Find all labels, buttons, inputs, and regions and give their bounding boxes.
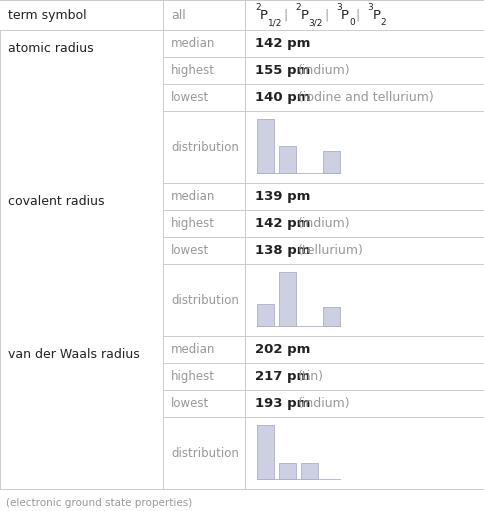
Bar [257,305,274,326]
Text: highest: highest [171,64,215,77]
Text: term symbol: term symbol [8,9,87,21]
Bar [257,425,274,479]
Text: 1/2: 1/2 [268,18,282,27]
Text: 139 pm: 139 pm [255,190,310,203]
Text: van der Waals radius: van der Waals radius [8,348,140,361]
Text: distribution: distribution [171,293,239,307]
Text: 193 pm: 193 pm [255,397,310,410]
Text: (indium): (indium) [298,64,350,77]
Text: (tellurium): (tellurium) [298,244,363,257]
Text: (tin): (tin) [298,370,324,383]
Text: distribution: distribution [171,447,239,459]
Text: |: | [284,9,288,21]
Text: 3/2: 3/2 [308,18,323,27]
Text: P: P [260,9,268,21]
Text: all: all [171,9,186,21]
Text: |: | [356,9,360,21]
Text: 202 pm: 202 pm [255,343,310,356]
Text: 2: 2 [380,18,386,27]
Bar [301,463,318,479]
Text: 142 pm: 142 pm [255,217,310,230]
Text: median: median [171,343,215,356]
Text: lowest: lowest [171,397,209,410]
Text: median: median [171,37,215,50]
Text: (indium): (indium) [298,217,350,230]
Bar [279,146,296,173]
Text: distribution: distribution [171,141,239,153]
Text: 142 pm: 142 pm [255,37,310,50]
Text: P: P [341,9,349,21]
Text: (electronic ground state properties): (electronic ground state properties) [6,498,192,508]
Text: atomic radius: atomic radius [8,42,93,55]
Text: |: | [324,9,328,21]
Text: lowest: lowest [171,91,209,104]
Text: 3: 3 [367,3,373,12]
Text: 0: 0 [349,18,355,27]
Text: (indium): (indium) [298,397,350,410]
Text: 138 pm: 138 pm [255,244,311,257]
Text: (iodine and tellurium): (iodine and tellurium) [298,91,433,104]
Text: lowest: lowest [171,244,209,257]
Bar [279,463,296,479]
Bar [257,119,274,173]
Text: P: P [301,9,308,21]
Text: 140 pm: 140 pm [255,91,311,104]
Text: 217 pm: 217 pm [255,370,310,383]
Text: 155 pm: 155 pm [255,64,310,77]
Text: 2: 2 [255,3,260,12]
Text: 2: 2 [296,3,301,12]
Text: highest: highest [171,370,215,383]
Bar [323,307,340,326]
Text: median: median [171,190,215,203]
Text: highest: highest [171,217,215,230]
Bar [323,151,340,173]
Text: covalent radius: covalent radius [8,195,105,208]
Text: 3: 3 [336,3,342,12]
Bar [279,272,296,326]
Text: P: P [373,9,380,21]
